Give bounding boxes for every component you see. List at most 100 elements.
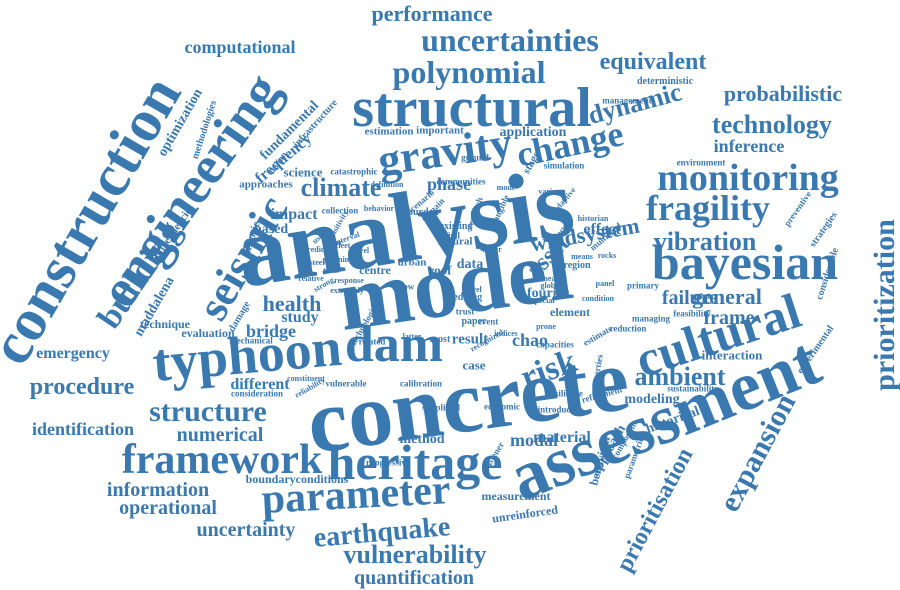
word-rocks: rocks bbox=[597, 251, 617, 260]
word-reduction: reduction bbox=[609, 323, 647, 334]
word-various: various bbox=[538, 187, 564, 196]
word-civil: civil bbox=[444, 230, 460, 241]
word-predict: predict bbox=[302, 245, 328, 254]
word-phase: phase bbox=[426, 174, 472, 194]
word-fragility: fragility bbox=[646, 188, 770, 228]
word-mechanical: mechanical bbox=[229, 335, 273, 346]
word-environment: environment bbox=[676, 157, 726, 168]
word-global: global bbox=[540, 281, 562, 290]
word-primary: primary bbox=[627, 280, 659, 291]
word-heritage: heritage bbox=[327, 434, 503, 490]
word-most: most bbox=[429, 334, 451, 345]
word-calibration: calibration bbox=[400, 378, 442, 389]
word-catastrophic: catastrophic bbox=[330, 166, 378, 177]
word-simplified: simplified bbox=[421, 402, 461, 413]
word-shedding: shedding bbox=[443, 292, 483, 303]
word-capacities: capacities bbox=[536, 339, 574, 350]
word-technique: technique bbox=[139, 317, 191, 331]
word-effect: effect bbox=[583, 221, 621, 238]
word-identification: identification bbox=[32, 419, 134, 439]
word-important: important bbox=[416, 124, 464, 137]
word-boundaryconditions: boundaryconditions bbox=[245, 472, 349, 486]
word-study: study bbox=[281, 309, 319, 326]
word-behavior: behavior bbox=[363, 204, 395, 213]
word-interaction: interaction bbox=[701, 347, 763, 363]
word-climate: climate bbox=[300, 173, 382, 202]
word-fourier: fourier bbox=[527, 286, 569, 301]
word-dam: dam bbox=[344, 316, 444, 373]
word-paper: paper bbox=[461, 316, 487, 327]
word-natural: natural bbox=[437, 235, 473, 248]
word-means: means bbox=[571, 252, 593, 261]
word-emergency: emergency bbox=[36, 345, 110, 362]
word-material: material bbox=[533, 429, 591, 446]
word-feasibility: feasibility bbox=[673, 308, 711, 319]
word-procedure: procedure bbox=[29, 374, 135, 400]
word-economic: economic bbox=[484, 401, 520, 412]
word-structural: structural bbox=[352, 77, 592, 139]
word-uncertainty: uncertainty bbox=[196, 519, 296, 541]
word-operational: operational bbox=[119, 497, 217, 519]
word-planning: planning bbox=[322, 255, 354, 264]
word-resilience: resilience bbox=[547, 388, 583, 399]
word-vibration: vibration bbox=[653, 227, 757, 256]
word-collection: collection bbox=[321, 205, 359, 216]
word-centre: centre bbox=[359, 263, 391, 277]
word-roof: roof bbox=[428, 262, 452, 278]
word-technology: technology bbox=[712, 110, 832, 139]
word-polynomial: polynomial bbox=[392, 54, 546, 90]
word-ground: ground bbox=[461, 152, 489, 163]
word-tools: tools bbox=[323, 266, 339, 275]
word-general: general bbox=[692, 284, 762, 309]
word-unreinforced: unreinforced bbox=[491, 502, 559, 526]
word-measurement: measurement bbox=[481, 489, 551, 503]
word-impact: impact bbox=[270, 206, 318, 223]
word-case: case bbox=[462, 357, 486, 373]
word-prone: prone bbox=[536, 322, 556, 331]
word-performance: performance bbox=[371, 1, 493, 26]
word-steel: steel bbox=[309, 258, 325, 267]
word-managing: managing bbox=[631, 313, 671, 324]
word-bridge: bridge bbox=[245, 321, 297, 341]
word-structure: structure bbox=[149, 395, 267, 428]
word-lower: lower bbox=[323, 238, 343, 247]
word-region: region bbox=[563, 260, 591, 271]
word-related: related bbox=[358, 336, 386, 347]
word-consideration: consideration bbox=[230, 388, 284, 399]
word-urban: urban bbox=[397, 256, 427, 269]
word-inference: inference bbox=[713, 136, 785, 156]
word-chao: chao bbox=[512, 330, 548, 350]
word-science: science bbox=[283, 164, 323, 180]
word-progressive: progressive bbox=[366, 457, 410, 468]
word-mode: mode bbox=[496, 183, 516, 192]
word-modal: modal bbox=[509, 430, 559, 450]
word-bayesian: bayesian bbox=[651, 234, 839, 290]
word-health: health bbox=[262, 291, 322, 316]
word-response: response bbox=[334, 276, 364, 285]
word-panel: panel bbox=[595, 279, 615, 288]
word-communities: communities bbox=[436, 176, 486, 187]
word-fleet: fleet bbox=[335, 241, 351, 250]
word-monitoring: monitoring bbox=[657, 157, 839, 199]
word-latter: latter bbox=[402, 332, 422, 341]
word-vulnerable: vulnerable bbox=[325, 378, 367, 389]
word-numerical: numerical bbox=[176, 424, 264, 446]
word-element: element bbox=[550, 305, 590, 319]
word-frame: frame bbox=[703, 307, 755, 329]
word-prioritization: prioritization bbox=[868, 219, 900, 391]
word-modeling: modeling bbox=[624, 392, 680, 407]
word-historian: historian bbox=[577, 214, 609, 223]
word-introduce: introduce bbox=[537, 404, 575, 415]
word-based: based bbox=[253, 222, 289, 237]
word-extremely: extremely bbox=[330, 286, 364, 295]
word-estimation: estimation bbox=[364, 125, 414, 138]
word-special: special bbox=[531, 296, 555, 305]
word-uncertainties: uncertainties bbox=[421, 22, 599, 58]
word-computational: computational bbox=[184, 37, 296, 57]
word-constituent: constituent bbox=[287, 374, 325, 383]
word-existing: existing bbox=[439, 221, 473, 232]
word-data: data bbox=[456, 257, 484, 272]
word-quantification: quantification bbox=[353, 567, 475, 589]
word-tower: tower bbox=[482, 245, 502, 254]
